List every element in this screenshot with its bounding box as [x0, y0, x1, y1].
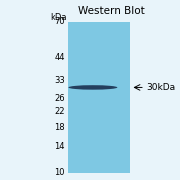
Text: Western Blot: Western Blot [78, 6, 145, 16]
Text: 44: 44 [54, 53, 65, 62]
Text: 22: 22 [54, 107, 65, 116]
Text: 18: 18 [54, 123, 65, 132]
Text: 26: 26 [54, 94, 65, 103]
Text: 30kDa: 30kDa [147, 83, 176, 92]
Text: 33: 33 [54, 76, 65, 85]
Text: 70: 70 [54, 17, 65, 26]
Ellipse shape [68, 85, 117, 90]
Text: 10: 10 [54, 168, 65, 177]
Text: kDa: kDa [50, 13, 67, 22]
Bar [68, 22, 130, 173]
Text: 14: 14 [54, 142, 65, 151]
